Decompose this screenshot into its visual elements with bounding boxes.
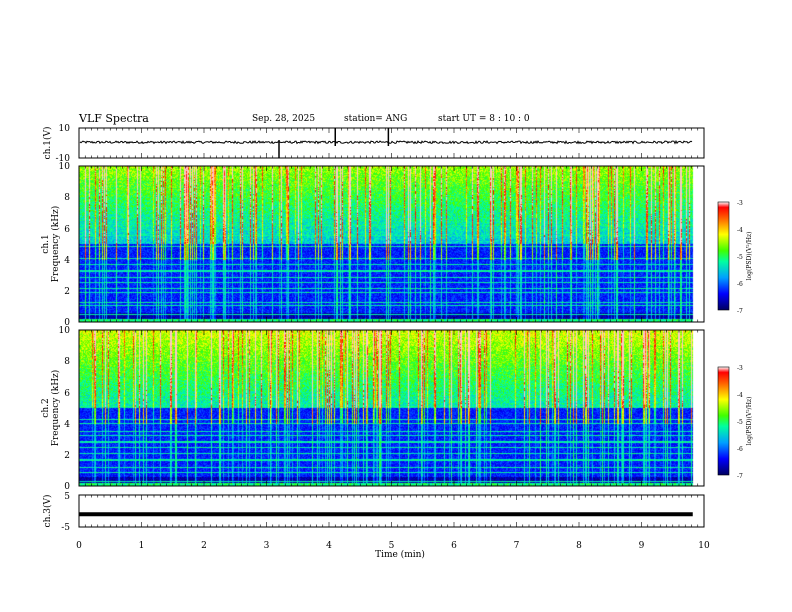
ch1-colorbar-label: log(PSD)(V²/Hz) — [746, 232, 753, 281]
ch1-voltage-ylabel: ch.1(V) — [42, 127, 53, 160]
time-tick-label: 9 — [639, 541, 645, 551]
ch1-freq-tick-2: 2 — [64, 287, 70, 297]
ch1-ytick-bottom: -10 — [56, 154, 71, 164]
ch1-freq-tick-6: 6 — [64, 225, 70, 235]
figure-title: VLF Spectra — [79, 112, 149, 125]
ch2-freq-tick-8: 8 — [64, 357, 70, 367]
ch2-freq-tick-6: 6 — [64, 389, 70, 399]
ch2-colorbar-tick-m6: -6 — [737, 446, 743, 453]
ch2-colorbar-tick-m4: -4 — [737, 392, 743, 399]
ch2-spectrogram — [79, 330, 704, 486]
date-label: Sep. 28, 2025 — [252, 114, 316, 124]
ch1-freq-ticks: 0 2 4 6 8 10 — [59, 162, 71, 328]
ch1-ytick-top: 10 — [59, 124, 71, 134]
time-tick-label: 4 — [326, 541, 332, 551]
time-tick-label: 10 — [698, 541, 710, 551]
ch1-freq-tick-10: 10 — [59, 162, 71, 172]
ch1-freq-tick-4: 4 — [64, 256, 70, 266]
ch1-colorbar-tick-m3: -3 — [737, 200, 743, 207]
time-tick-label: 6 — [451, 541, 457, 551]
ch1-freq-tick-0: 0 — [64, 318, 70, 328]
time-tick-label: 0 — [76, 541, 82, 551]
time-axis: 0 1 2 3 4 5 6 7 8 9 10 — [76, 541, 710, 551]
ch2-colorbar: -3 -4 -5 -6 -7 log(PSD)(V²/Hz) — [717, 365, 753, 480]
ch1-colorbar-tick-m5: -5 — [737, 254, 743, 261]
ch3-ytick-top: 5 — [64, 492, 70, 502]
time-axis-label: Time (min) — [375, 549, 425, 560]
ch3-ytick-bottom: -5 — [61, 523, 70, 533]
time-tick-label: 1 — [139, 541, 145, 551]
axis-tick-marks — [78, 128, 705, 527]
ch1-frequency-label: Frequency (kHz) — [50, 206, 61, 283]
ch2-colorbar-label: log(PSD)(V²/Hz) — [746, 397, 753, 446]
ch1-colorbar-tick-m7: -7 — [737, 308, 743, 315]
ch1-freq-tick-8: 8 — [64, 193, 70, 203]
ch1-voltage-trace — [79, 139, 693, 145]
ch1-colorbar-scale — [717, 201, 730, 311]
ch2-colorbar-tick-m7: -7 — [737, 473, 743, 480]
ch1-colorbar: -3 -4 -5 -6 -7 log(PSD)(V²/Hz) — [717, 200, 753, 315]
time-tick-label: 8 — [576, 541, 582, 551]
station-label: station= ANG — [344, 114, 408, 124]
ch2-colorbar-tick-m3: -3 — [737, 365, 743, 372]
ch2-colorbar-scale — [717, 366, 730, 476]
start-time-label: start UT = 8 : 10 : 0 — [438, 114, 530, 124]
time-tick-label: 2 — [201, 541, 207, 551]
ch1-colorbar-tick-m4: -4 — [737, 227, 743, 234]
ch2-freq-tick-10: 10 — [59, 326, 71, 336]
ch2-channel-label: ch.2 — [41, 398, 51, 417]
ch2-spectrogram-panel: 0 2 4 6 8 10 ch.2 Frequency (kHz) — [41, 326, 705, 492]
ch1-colorbar-tick-m6: -6 — [737, 281, 743, 288]
ch1-spectrogram — [79, 166, 704, 322]
time-tick-label: 5 — [389, 541, 395, 551]
ch2-freq-ticks: 0 2 4 6 8 10 — [59, 326, 71, 492]
ch2-frequency-label: Frequency (kHz) — [50, 370, 61, 447]
ch2-colorbar-tick-m5: -5 — [737, 419, 743, 426]
ch2-freq-tick-4: 4 — [64, 420, 70, 430]
ch2-freq-tick-2: 2 — [64, 451, 70, 461]
ch1-spectrogram-panel: 0 2 4 6 8 10 ch.1 Frequency (kHz) — [41, 162, 705, 328]
ch1-channel-label: ch.1 — [41, 234, 51, 253]
ch3-voltage-ylabel: ch.3(V) — [42, 495, 53, 528]
ch2-freq-tick-0: 0 — [64, 482, 70, 492]
time-tick-label: 7 — [514, 541, 520, 551]
time-tick-label: 3 — [264, 541, 270, 551]
ch1-spikes — [278, 128, 390, 158]
